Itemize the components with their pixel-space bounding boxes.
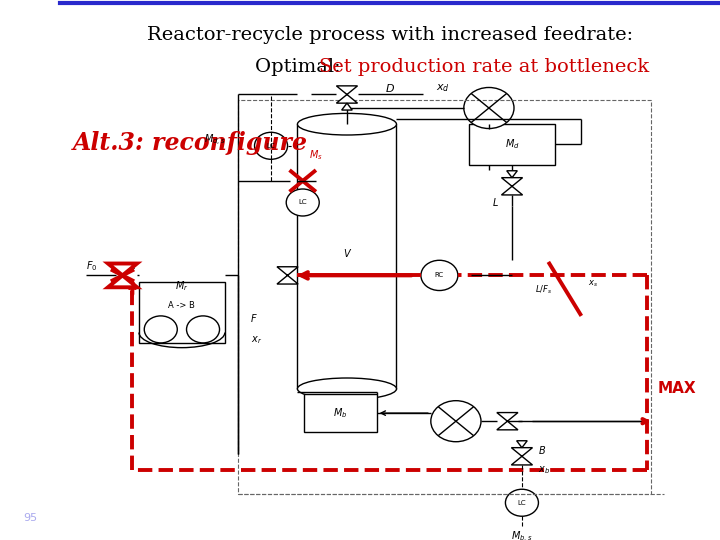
Polygon shape [342, 103, 352, 110]
Ellipse shape [297, 378, 397, 400]
Text: x: x [130, 261, 135, 271]
Text: B: B [539, 446, 545, 456]
Text: LC: LC [518, 500, 526, 506]
Circle shape [464, 87, 514, 129]
Polygon shape [511, 448, 533, 465]
Text: Alt.3: reconfigure: Alt.3: reconfigure [73, 131, 308, 155]
Bar [304, 394, 377, 432]
Circle shape [287, 189, 319, 216]
Text: $M_r$: $M_r$ [175, 279, 189, 293]
Text: MAX: MAX [657, 381, 696, 396]
Polygon shape [507, 171, 517, 178]
Polygon shape [336, 86, 358, 103]
Text: RC: RC [435, 272, 444, 279]
Text: Set production rate at bottleneck: Set production rate at bottleneck [318, 58, 649, 77]
Polygon shape [277, 267, 298, 284]
Bar [139, 282, 225, 343]
Text: 95: 95 [23, 514, 37, 523]
Polygon shape [517, 441, 527, 448]
Text: □: □ [24, 29, 36, 42]
Ellipse shape [297, 113, 397, 135]
Polygon shape [497, 413, 518, 430]
Text: LC: LC [298, 199, 307, 206]
Text: A -> B: A -> B [168, 301, 195, 309]
Text: Reactor-recycle process with increased feedrate:: Reactor-recycle process with increased f… [147, 26, 633, 44]
Circle shape [421, 260, 458, 291]
Bar [469, 124, 555, 165]
Text: $x_b$: $x_b$ [539, 464, 550, 476]
Circle shape [255, 132, 287, 159]
Text: F: F [251, 314, 257, 323]
Text: $x_s$: $x_s$ [588, 278, 598, 289]
Text: NTNU: NTNU [23, 194, 37, 238]
Text: $F_0$: $F_0$ [86, 259, 98, 273]
Circle shape [505, 489, 539, 516]
Text: D: D [386, 84, 394, 94]
Text: $x_r$: $x_r$ [251, 334, 262, 346]
Text: $M_b$: $M_b$ [333, 406, 348, 420]
Text: L: L [492, 198, 498, 207]
Text: $L/F_s$: $L/F_s$ [535, 284, 552, 296]
Circle shape [144, 316, 177, 343]
Bar [238, 100, 651, 494]
Text: V: V [343, 249, 350, 259]
Bar [7, 16, 53, 54]
Text: $x_d$: $x_d$ [436, 83, 449, 94]
Text: $M_{b,s}$: $M_{b,s}$ [511, 530, 533, 540]
Text: Optimal:: Optimal: [255, 58, 346, 77]
Polygon shape [501, 178, 523, 195]
Circle shape [186, 316, 220, 343]
Text: $M_{d,s}$: $M_{d,s}$ [204, 133, 226, 148]
Text: $M_d$: $M_d$ [505, 138, 519, 151]
Bar [297, 124, 397, 389]
Circle shape [431, 401, 481, 442]
Text: LC: LC [266, 143, 275, 149]
Polygon shape [108, 264, 137, 287]
Text: $M_s$: $M_s$ [310, 148, 323, 162]
